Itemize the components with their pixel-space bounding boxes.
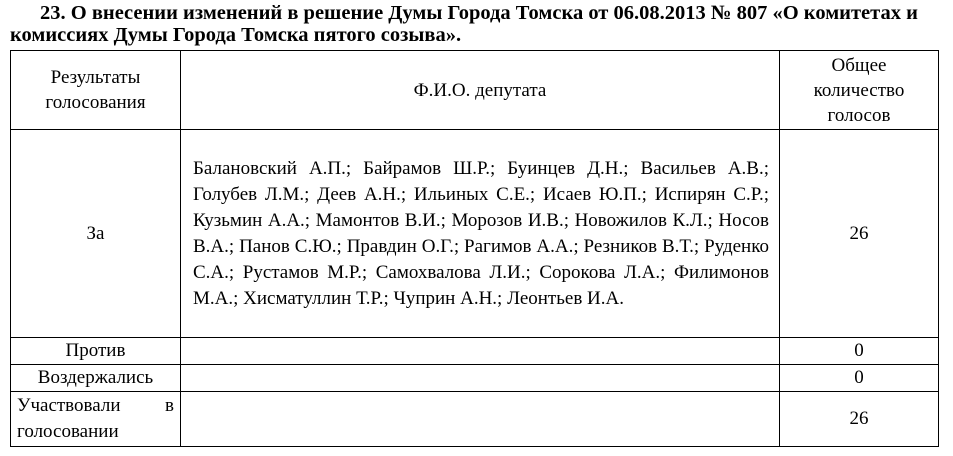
voting-results-table: Результаты голосования Ф.И.О. депутата О… (10, 50, 939, 447)
table-row: За Балановский А.П.; Байрамов Ш.Р.; Буин… (10, 129, 939, 338)
vote-count: 26 (779, 129, 939, 338)
vote-count: 26 (779, 391, 939, 447)
deputies-list: Балановский А.П.; Байрамов Ш.Р.; Буинцев… (180, 129, 780, 338)
result-label: Участвовали в голосовании (10, 391, 181, 447)
table-row: Против 0 (10, 337, 939, 365)
table-row: Воздержались 0 (10, 364, 939, 392)
section-title: 23. О внесении изменений в решение Думы … (10, 2, 918, 46)
vote-count: 0 (779, 364, 939, 392)
vote-count: 0 (779, 337, 939, 365)
deputies-list (180, 391, 780, 447)
deputies-list (180, 364, 780, 392)
result-label: Против (10, 337, 181, 365)
header-results: Результаты голосования (10, 50, 181, 130)
result-label: Воздержались (10, 364, 181, 392)
result-label: За (10, 129, 181, 338)
table-header-row: Результаты голосования Ф.И.О. депутата О… (10, 50, 939, 130)
header-total-votes: Общее количество голосов (779, 50, 939, 130)
header-deputy-name: Ф.И.О. депутата (180, 50, 780, 130)
deputies-list (180, 337, 780, 365)
table-row: Участвовали в голосовании 26 (10, 391, 939, 447)
